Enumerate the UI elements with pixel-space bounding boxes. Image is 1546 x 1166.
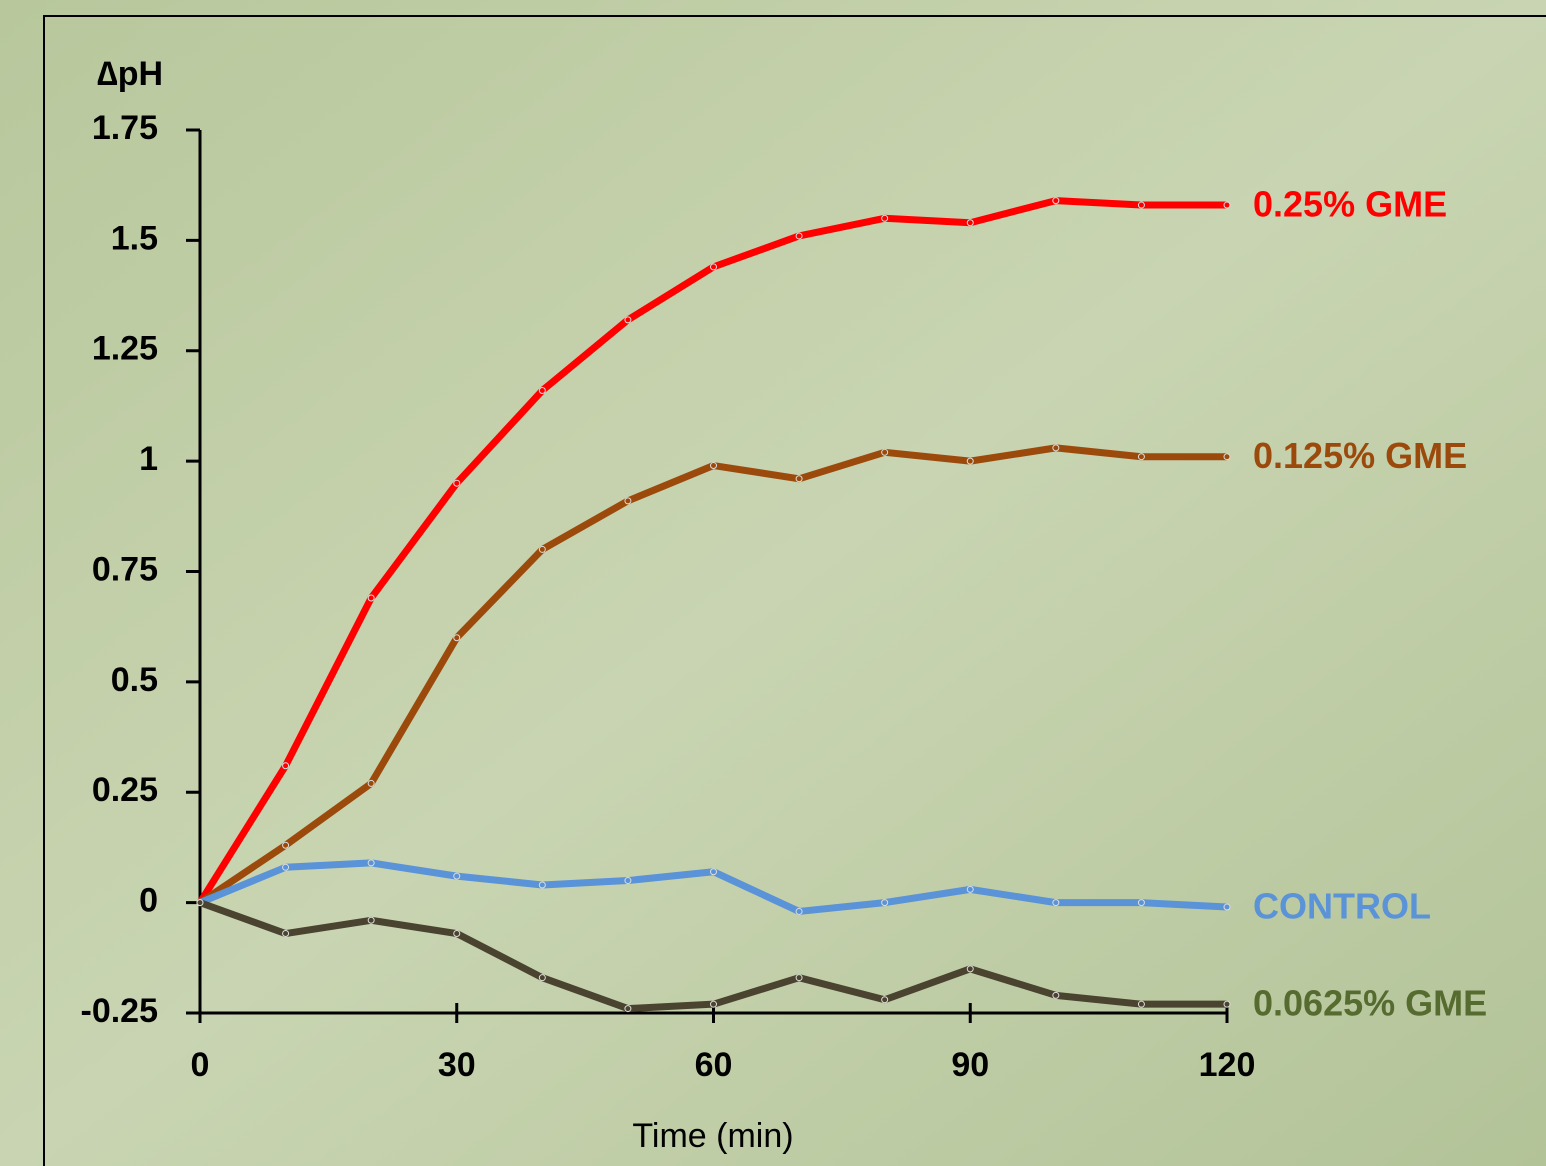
data-point [196, 899, 204, 907]
data-point [881, 996, 889, 1004]
data-point [1137, 899, 1145, 907]
x-tick-label: 30 [438, 1046, 476, 1084]
data-point [282, 930, 290, 938]
x-axis-label: Time (min) [632, 1117, 793, 1155]
data-point [624, 497, 632, 505]
data-point [1052, 899, 1060, 907]
data-point [710, 462, 717, 470]
y-tick-label: 1.25 [92, 330, 158, 368]
data-point [453, 872, 461, 880]
data-point [1223, 201, 1231, 209]
x-tick-label: 0 [191, 1046, 210, 1084]
data-point [1223, 453, 1231, 461]
plot-frame [43, 15, 1546, 1166]
y-tick-label: 0.75 [92, 550, 158, 588]
data-point [367, 916, 375, 924]
data-point [1052, 991, 1060, 999]
data-point [966, 965, 974, 973]
y-tick-label: 0.25 [92, 771, 158, 809]
data-point [1137, 453, 1145, 461]
series-label: 0.125% GME [1253, 435, 1467, 476]
data-point [367, 859, 375, 867]
data-point [282, 863, 290, 871]
data-point [966, 885, 974, 893]
data-point [795, 232, 803, 240]
data-point [453, 479, 461, 487]
data-point [282, 841, 290, 849]
data-point [538, 386, 546, 394]
y-axis-label: ∆pH [97, 55, 163, 93]
data-point [624, 877, 632, 885]
y-tick-label: 1.75 [92, 109, 158, 147]
data-point [1137, 1000, 1145, 1008]
series-label: 0.25% GME [1253, 184, 1447, 225]
series-label: CONTROL [1253, 886, 1431, 927]
data-point [795, 907, 803, 915]
data-point [710, 263, 717, 271]
data-point [881, 899, 889, 907]
data-point [966, 457, 974, 465]
data-point [282, 762, 290, 770]
data-point [624, 1005, 632, 1013]
y-tick-label: 1.5 [111, 219, 158, 257]
data-point [367, 779, 375, 787]
y-tick-label: 1 [139, 440, 158, 478]
data-point [1052, 444, 1060, 452]
y-tick-label: 0 [139, 882, 158, 920]
data-point [538, 881, 546, 889]
data-point [710, 868, 717, 876]
data-point [795, 475, 803, 483]
x-tick-label: 120 [1199, 1046, 1256, 1084]
data-point [538, 974, 546, 982]
data-point [367, 594, 375, 602]
data-point [624, 316, 632, 324]
data-point [1137, 201, 1145, 209]
data-point [1052, 197, 1060, 205]
x-tick-label: 90 [951, 1046, 989, 1084]
data-point [453, 930, 461, 938]
data-point [1223, 1000, 1231, 1008]
y-tick-label: -0.25 [81, 992, 159, 1030]
y-tick-label: 0.5 [111, 661, 158, 699]
series-label: 0.0625% GME [1253, 983, 1487, 1024]
data-point [453, 634, 461, 642]
x-tick-label: 60 [695, 1046, 733, 1084]
data-point [710, 1000, 717, 1008]
data-point [966, 219, 974, 227]
data-point [881, 448, 889, 456]
data-point [1223, 903, 1231, 911]
data-point [538, 545, 546, 553]
data-point [795, 974, 803, 982]
data-point [881, 214, 889, 222]
